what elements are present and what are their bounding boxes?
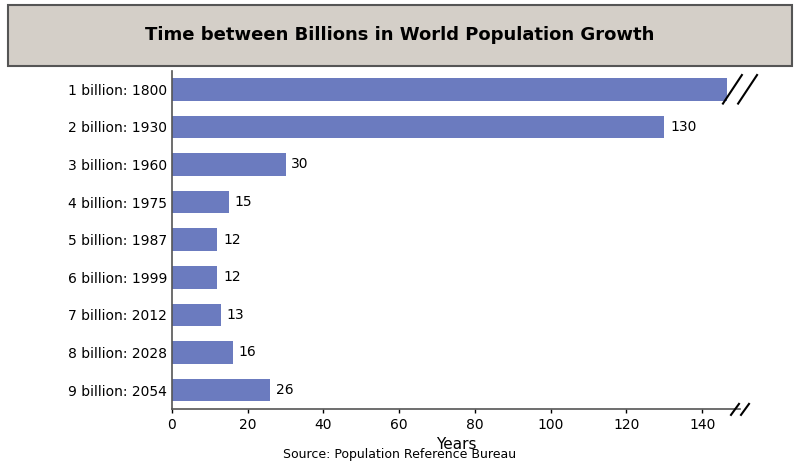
Text: 13: 13 — [227, 308, 245, 322]
Bar — [726, 77, 754, 102]
Text: 130: 130 — [670, 120, 696, 134]
Bar — [172, 116, 664, 138]
Bar — [172, 153, 286, 176]
Bar — [172, 341, 233, 364]
Bar — [172, 228, 218, 251]
Bar — [172, 266, 218, 289]
Text: 16: 16 — [238, 345, 256, 360]
X-axis label: Years: Years — [436, 438, 476, 453]
Bar — [172, 304, 222, 326]
Text: 26: 26 — [276, 383, 294, 397]
Text: 12: 12 — [223, 233, 241, 247]
Bar — [172, 78, 740, 101]
Text: 30: 30 — [291, 157, 309, 172]
Text: Time between Billions in World Population Growth: Time between Billions in World Populatio… — [146, 26, 654, 44]
Bar — [172, 191, 229, 213]
Text: Source: Population Reference Bureau: Source: Population Reference Bureau — [283, 447, 517, 461]
Text: 12: 12 — [223, 270, 241, 284]
Bar — [172, 379, 270, 401]
Text: 15: 15 — [234, 195, 252, 209]
